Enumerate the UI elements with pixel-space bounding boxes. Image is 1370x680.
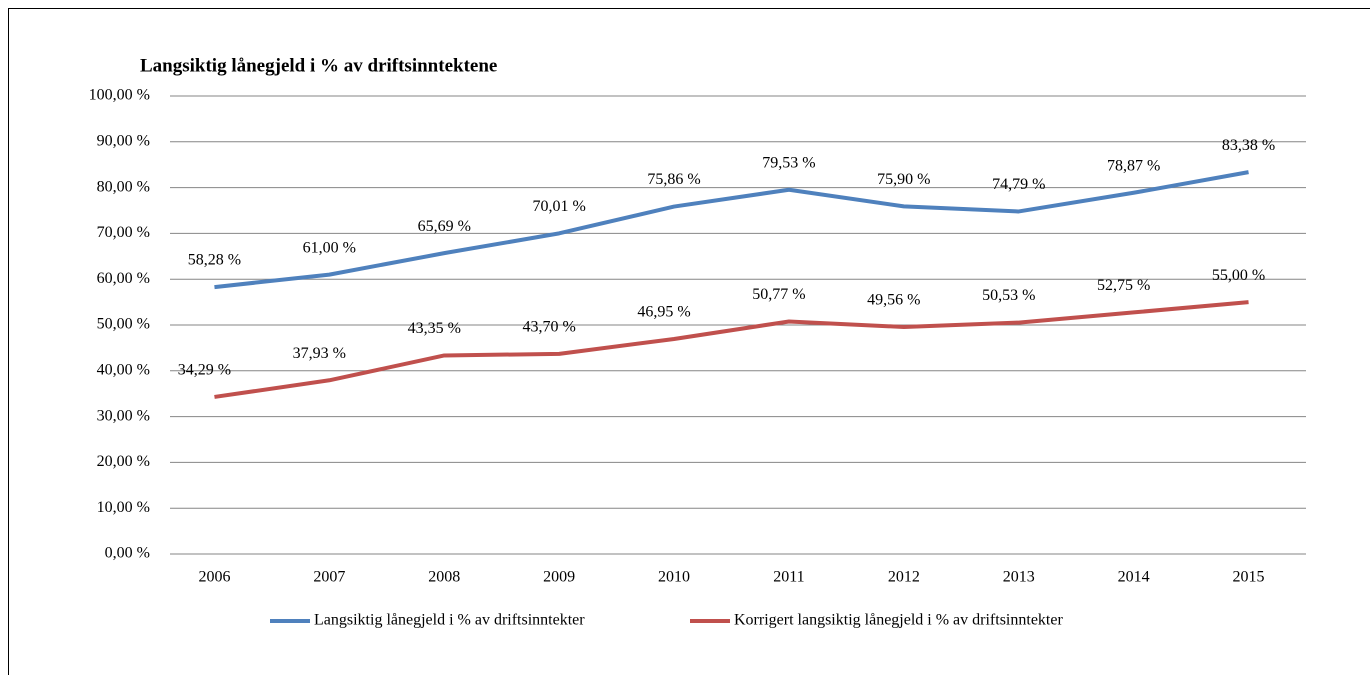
data-label: 70,01 %	[532, 198, 585, 215]
data-label: 49,56 %	[867, 292, 920, 309]
x-tick-label: 2014	[1118, 569, 1150, 586]
data-label: 78,87 %	[1107, 157, 1160, 174]
y-tick-label: 0,00 %	[105, 545, 150, 562]
y-tick-label: 80,00 %	[97, 178, 150, 195]
data-label: 46,95 %	[637, 304, 690, 321]
data-label: 75,90 %	[877, 171, 930, 188]
y-tick-label: 50,00 %	[97, 316, 150, 333]
data-label: 83,38 %	[1222, 137, 1275, 154]
data-label: 75,86 %	[647, 171, 700, 188]
data-label: 50,77 %	[752, 286, 805, 303]
y-tick-label: 60,00 %	[97, 270, 150, 287]
data-label: 34,29 %	[178, 362, 231, 379]
y-tick-label: 40,00 %	[97, 361, 150, 378]
y-tick-label: 90,00 %	[97, 132, 150, 149]
series-line	[214, 302, 1248, 397]
x-tick-label: 2013	[1003, 569, 1035, 586]
y-tick-label: 100,00 %	[89, 87, 150, 104]
data-label: 65,69 %	[418, 218, 471, 235]
x-tick-label: 2011	[773, 569, 804, 586]
x-tick-label: 2009	[543, 569, 575, 586]
data-label: 74,79 %	[992, 176, 1045, 193]
x-tick-label: 2012	[888, 569, 920, 586]
data-label: 55,00 %	[1212, 267, 1265, 284]
data-label: 58,28 %	[188, 252, 241, 269]
x-tick-label: 2006	[198, 569, 230, 586]
data-label: 37,93 %	[293, 345, 346, 362]
x-tick-label: 2015	[1233, 569, 1265, 586]
data-label: 52,75 %	[1097, 277, 1150, 294]
x-tick-label: 2008	[428, 569, 460, 586]
legend-label: Korrigert langsiktig lånegjeld i % av dr…	[734, 612, 1063, 629]
y-tick-label: 30,00 %	[97, 407, 150, 424]
x-tick-label: 2007	[313, 569, 345, 586]
data-label: 43,35 %	[408, 320, 461, 337]
y-tick-label: 10,00 %	[97, 499, 150, 516]
data-label: 79,53 %	[762, 154, 815, 171]
series-line	[214, 172, 1248, 287]
x-tick-label: 2010	[658, 569, 690, 586]
y-tick-label: 20,00 %	[97, 453, 150, 470]
data-label: 43,70 %	[522, 319, 575, 336]
data-label: 61,00 %	[303, 239, 356, 256]
chart-title: Langsiktig lånegjeld i % av driftsinntek…	[140, 55, 497, 76]
legend-label: Langsiktig lånegjeld i % av driftsinntek…	[314, 612, 585, 629]
data-label: 50,53 %	[982, 287, 1035, 304]
y-tick-label: 70,00 %	[97, 224, 150, 241]
